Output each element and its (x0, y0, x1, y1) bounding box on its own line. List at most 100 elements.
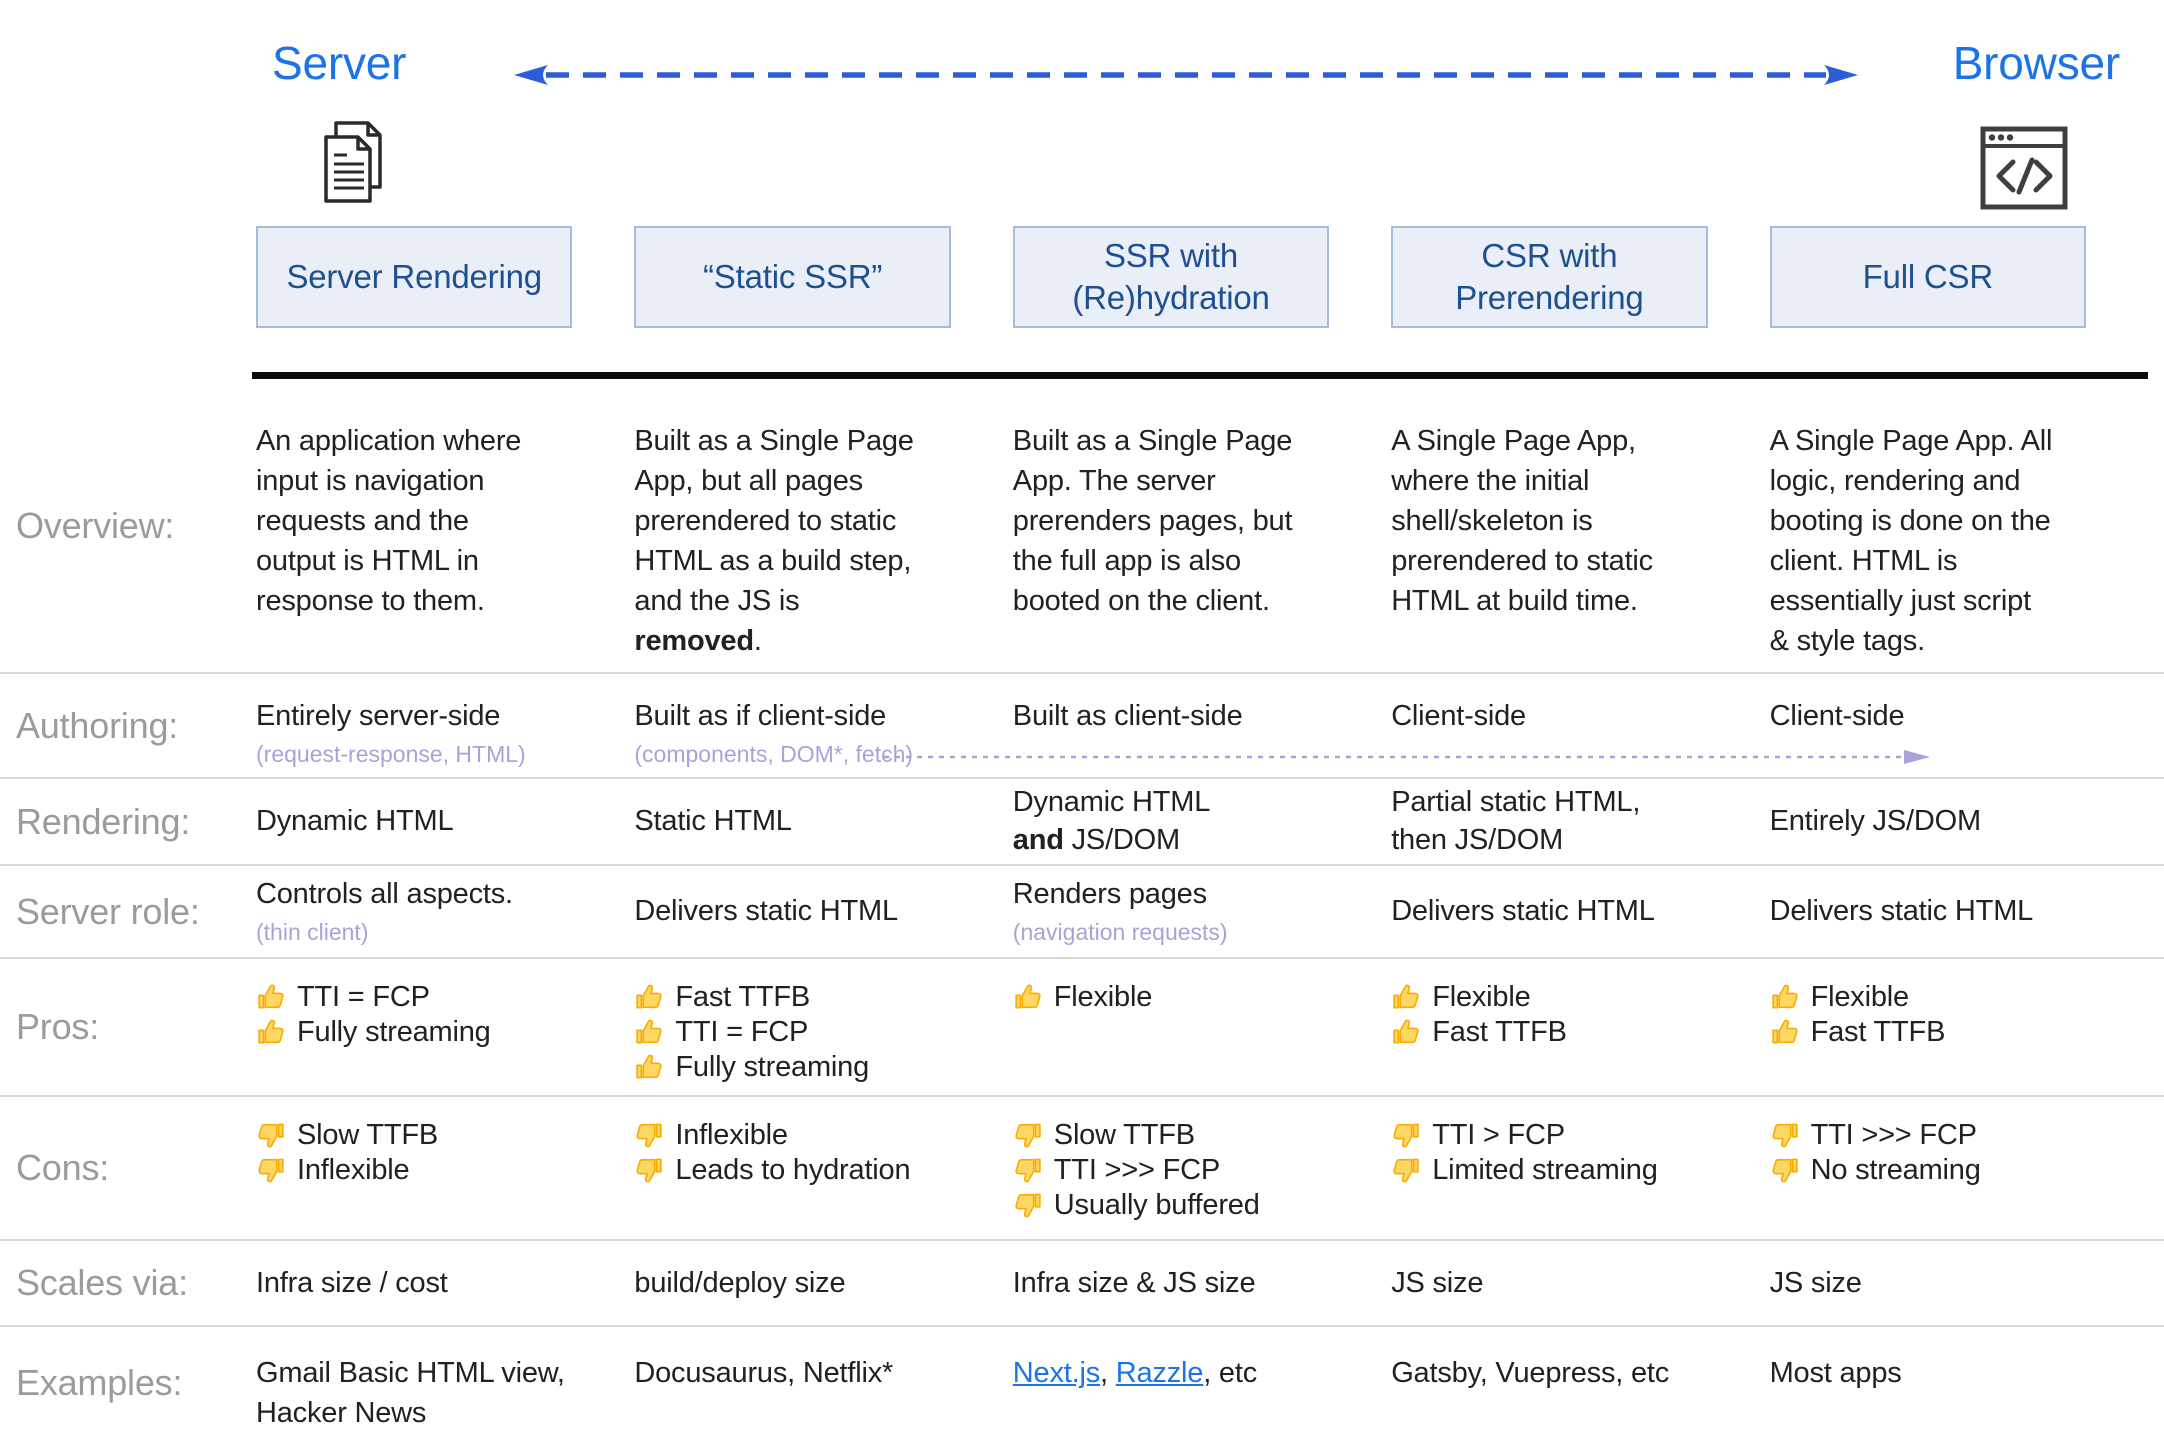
authoring-subnote: (components, DOM*, fetch) (634, 741, 914, 768)
pro-item: Flexible (1391, 979, 1717, 1014)
server-role-subnote: (thin client) (256, 919, 369, 946)
thumbs-down-icon (1771, 1123, 1798, 1147)
row-label-cons: Cons: (16, 1147, 110, 1188)
examples-server-rendering: Gmail Basic HTML view, Hacker News (256, 1357, 565, 1430)
server-role-ssr-rehydration: Renders pages (navigation requests) (1013, 866, 1391, 957)
thumbs-up-icon (636, 1054, 663, 1078)
table-top-rule (252, 372, 2148, 379)
thumbs-down-icon (1771, 1158, 1798, 1182)
row-examples: Examples: Gmail Basic HTML view, Hacker … (0, 1327, 2164, 1439)
cons-server-rendering: Slow TTFB Inflexible (256, 1097, 634, 1239)
authoring-csr-prerendering: Client-side (1391, 700, 1526, 732)
row-label-authoring: Authoring: (16, 704, 179, 746)
client-side-shift-arrow-icon (884, 750, 1930, 764)
thumbs-down-icon (1393, 1158, 1419, 1182)
browser-label: Browser (1952, 37, 2121, 89)
overview-full-csr: A Single Page App. All logic, rendering … (1769, 425, 2053, 658)
thumbs-up-icon (1771, 984, 1798, 1008)
thumbs-up-icon (1771, 1019, 1798, 1043)
thumbs-up-icon (258, 1019, 284, 1043)
pro-item: Fast TTFB (634, 979, 960, 1014)
pros-static-ssr: Fast TTFB TTI = FCP Fully streaming (634, 959, 1012, 1095)
authoring-server-rendering: Entirely server-side (request-response, … (256, 674, 634, 777)
server-role-subnote: (navigation requests) (1012, 919, 1228, 946)
pro-item: Fully streaming (634, 1049, 960, 1084)
pro-item: Fully streaming (256, 1014, 582, 1049)
row-pros: Pros: TTI = FCP Fully streaming Fast TTF… (0, 959, 2164, 1097)
con-item: Limited streaming (1391, 1152, 1717, 1187)
server-browser-spectrum: Server Browser (0, 0, 2164, 226)
row-label-scales-via: Scales via: (16, 1262, 188, 1303)
pro-item: Fast TTFB (1770, 1014, 2096, 1049)
examples-ssr-rehydration: Next.js, Razzle, etc (1012, 1357, 1258, 1389)
column-header-server-rendering: Server Rendering (256, 226, 573, 328)
pros-full-csr: Flexible Fast TTFB (1770, 959, 2148, 1095)
pro-item: TTI = FCP (256, 979, 582, 1014)
column-header-static-ssr: “Static SSR” (634, 226, 951, 328)
authoring-ssr-rehydration: Built as client-side (1012, 700, 1243, 732)
con-item: Inflexible (256, 1152, 582, 1187)
cons-csr-prerendering: TTI > FCP Limited streaming (1391, 1097, 1769, 1239)
scales-static-ssr: build/deploy size (634, 1266, 846, 1299)
thumbs-down-icon (1393, 1123, 1419, 1147)
overview-server-rendering: An application where input is navigation… (256, 425, 522, 618)
nextjs-link[interactable]: Next.js (1012, 1357, 1101, 1389)
cons-static-ssr: Inflexible Leads to hydration (634, 1097, 1012, 1239)
authoring-full-csr: Client-side (1769, 700, 1905, 732)
column-header-ssr-rehydration: SSR with (Re)hydration (1012, 226, 1330, 328)
rendering-server-rendering: Dynamic HTML (256, 804, 454, 837)
row-authoring: Authoring: Entirely server-side (request… (0, 674, 2164, 779)
con-item: Usually buffered (1013, 1187, 1339, 1222)
thumbs-down-icon (1015, 1158, 1041, 1182)
pro-item: Fast TTFB (1391, 1014, 1717, 1049)
scales-full-csr: JS size (1769, 1266, 1862, 1299)
row-rendering: Rendering: Dynamic HTML Static HTML Dyna… (0, 779, 2164, 866)
con-item: Slow TTFB (256, 1117, 582, 1152)
column-header-full-csr: Full CSR (1769, 226, 2086, 328)
pro-item: Flexible (1770, 979, 2096, 1014)
thumbs-down-icon (636, 1123, 663, 1147)
thumbs-up-icon (636, 1019, 663, 1043)
authoring-subnote: (request-response, HTML) (256, 741, 526, 768)
row-label-overview: Overview: (16, 504, 175, 546)
pro-item: TTI = FCP (634, 1014, 960, 1049)
examples-static-ssr: Docusaurus, Netflix* (634, 1357, 894, 1389)
examples-csr-prerendering: Gatsby, Vuepress, etc (1391, 1357, 1670, 1389)
con-item: Slow TTFB (1013, 1117, 1339, 1152)
thumbs-down-icon (1015, 1193, 1041, 1217)
scales-server-rendering: Infra size / cost (256, 1266, 448, 1299)
rendering-ssr-rehydration: Dynamic HTML and JS/DOM (1012, 785, 1211, 856)
row-label-server-role: Server role: (16, 890, 200, 932)
server-role-server-rendering: Controls all aspects. (thin client) (256, 866, 634, 957)
thumbs-up-icon (636, 984, 663, 1008)
scales-csr-prerendering: JS size (1391, 1266, 1484, 1299)
row-overview: Overview: An application where input is … (0, 379, 2164, 674)
overview-static-ssr: Built as a Single Page App, but all page… (634, 425, 914, 658)
thumbs-down-icon (258, 1158, 284, 1182)
con-item: Leads to hydration (634, 1152, 960, 1187)
row-server-role: Server role: Controls all aspects. (thin… (0, 866, 2164, 959)
thumbs-up-icon (1393, 1019, 1419, 1043)
rendering-csr-prerendering: Partial static HTML, then JS/DOM (1391, 785, 1641, 856)
cons-full-csr: TTI >>> FCP No streaming (1770, 1097, 2148, 1239)
row-label-examples: Examples: (16, 1362, 183, 1403)
overview-ssr-rehydration: Built as a Single Page App. The server p… (1012, 425, 1293, 618)
server-role-csr-prerendering: Delivers static HTML (1391, 895, 1655, 928)
rendering-static-ssr: Static HTML (634, 804, 792, 837)
con-item: No streaming (1770, 1152, 2096, 1187)
thumbs-up-icon (1015, 984, 1041, 1008)
row-label-pros: Pros: (16, 1006, 100, 1047)
scales-ssr-rehydration: Infra size & JS size (1012, 1266, 1256, 1299)
cons-ssr-rehydration: Slow TTFB TTI >>> FCP Usually buffered (1013, 1097, 1391, 1239)
razzle-link[interactable]: Razzle (1115, 1357, 1204, 1389)
con-item: TTI >>> FCP (1770, 1117, 2096, 1152)
server-role-full-csr: Delivers static HTML (1769, 895, 2034, 928)
row-scales-via: Scales via: Infra size / cost build/depl… (0, 1241, 2164, 1327)
thumbs-up-icon (258, 984, 284, 1008)
rendering-full-csr: Entirely JS/DOM (1769, 804, 1982, 837)
thumbs-down-icon (258, 1123, 284, 1147)
server-label: Server (272, 37, 407, 89)
spectrum-double-arrow-icon (514, 65, 1858, 85)
server-role-static-ssr: Delivers static HTML (634, 895, 898, 928)
